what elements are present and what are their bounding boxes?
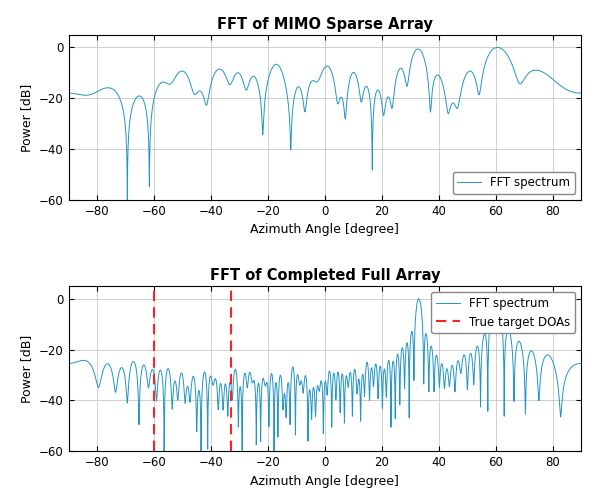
True target DOAs bbox=[150, 293, 157, 299]
FFT spectrum bbox=[124, 197, 131, 203]
FFT spectrum bbox=[375, 87, 382, 93]
FFT spectrum bbox=[529, 67, 536, 73]
X-axis label: Azimuth Angle [degree]: Azimuth Angle [degree] bbox=[250, 475, 399, 488]
True target DOAs bbox=[150, 296, 157, 302]
FFT spectrum bbox=[175, 70, 182, 76]
FFT spectrum bbox=[160, 448, 167, 454]
FFT spectrum bbox=[494, 45, 501, 51]
FFT spectrum bbox=[384, 365, 391, 371]
FFT spectrum bbox=[175, 390, 182, 396]
FFT spectrum bbox=[578, 361, 585, 367]
Title: FFT of MIMO Sparse Array: FFT of MIMO Sparse Array bbox=[217, 17, 433, 32]
FFT spectrum bbox=[578, 90, 585, 96]
FFT spectrum bbox=[578, 90, 585, 96]
Y-axis label: Power [dB]: Power [dB] bbox=[20, 335, 33, 403]
Title: FFT of Completed Full Array: FFT of Completed Full Array bbox=[210, 268, 440, 284]
FFT spectrum bbox=[529, 349, 536, 355]
Y-axis label: Power [dB]: Power [dB] bbox=[20, 83, 33, 151]
FFT spectrum bbox=[208, 376, 215, 382]
Line: FFT spectrum: FFT spectrum bbox=[69, 48, 581, 200]
Line: FFT spectrum: FFT spectrum bbox=[69, 299, 581, 451]
FFT spectrum bbox=[375, 381, 382, 387]
Legend: FFT spectrum, True target DOAs: FFT spectrum, True target DOAs bbox=[432, 292, 575, 333]
FFT spectrum bbox=[384, 94, 391, 100]
FFT spectrum bbox=[578, 361, 585, 367]
FFT spectrum bbox=[415, 296, 423, 302]
Legend: FFT spectrum: FFT spectrum bbox=[453, 172, 575, 194]
FFT spectrum bbox=[208, 78, 215, 84]
FFT spectrum bbox=[65, 361, 72, 367]
X-axis label: Azimuth Angle [degree]: Azimuth Angle [degree] bbox=[250, 224, 399, 237]
FFT spectrum bbox=[65, 90, 72, 96]
